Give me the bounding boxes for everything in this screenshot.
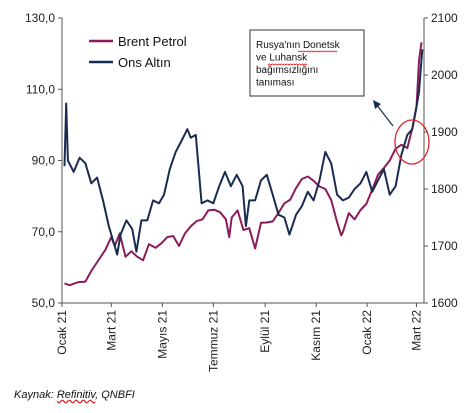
- y-left-tick-label: 50,0: [32, 296, 56, 310]
- legend-label: Ons Altın: [118, 55, 171, 70]
- annotation-word: Rusya'nın: [256, 40, 303, 51]
- source-prefix: Kaynak:: [14, 389, 57, 401]
- annotation: Rusya'nın Donetsk ve Luhanskbağımsızlığın…: [249, 29, 430, 165]
- spellcheck-squiggle: [267, 63, 308, 66]
- annotation-line: tanıması: [256, 78, 294, 89]
- series-line-brent: [64, 42, 423, 287]
- x-tick-label: Temmuz 21: [206, 310, 220, 372]
- x-tick-label: Eylül 21: [258, 310, 272, 353]
- series-layer: [63, 42, 424, 287]
- annotation-line: bağımsızlığını: [256, 65, 318, 76]
- legend: Brent Petrol Ons Altın: [89, 34, 187, 70]
- y-right-tick-label: 1900: [431, 125, 458, 139]
- annotation-arrow-line: [375, 103, 394, 127]
- spellcheck-squiggle: [297, 50, 338, 53]
- x-tick-label: Ocak 21: [55, 310, 69, 355]
- chart-axes: 50,0 70,0 90,0 110,0 130,0 1600 1700 1800 1900 20…: [25, 11, 458, 372]
- x-tick-label: Mart 22: [409, 310, 423, 351]
- y-left-tick-label: 130,0: [25, 11, 55, 25]
- source-provider: Refinitiv: [56, 389, 96, 401]
- y-right-tick-label: 2100: [431, 11, 458, 25]
- x-tick-label: Mayıs 21: [155, 310, 169, 359]
- annotation-word: Luhansk: [269, 53, 308, 64]
- annotation-word: ve: [256, 53, 269, 64]
- source-suffix: , QNBFI: [95, 389, 135, 401]
- y-left-tick-label: 70,0: [32, 225, 56, 239]
- x-tick-label: Ocak 22: [360, 310, 374, 355]
- highlight-circle: [394, 119, 430, 165]
- y-right-tick-label: 2000: [431, 68, 458, 82]
- y-right-tick-label: 1800: [431, 182, 458, 196]
- annotation-line: ve Luhansk: [256, 53, 308, 64]
- y-right-tick-label: 1700: [431, 239, 458, 253]
- y-left-tick-label: 110,0: [26, 82, 55, 96]
- x-tick-label: Mart 21: [104, 310, 118, 351]
- y-right-tick-label: 1600: [431, 296, 458, 310]
- y-left-tick-label: 90,0: [32, 154, 56, 168]
- annotation-word: tanıması: [256, 78, 294, 89]
- x-tick-label: Kasım 21: [309, 310, 323, 361]
- annotation-word: Donetsk: [303, 40, 341, 51]
- annotation-line: Rusya'nın Donetsk: [256, 40, 341, 51]
- annotation-box: [249, 29, 365, 97]
- annotation-arrow-head: [373, 100, 381, 109]
- source-note: Kaynak: Refinitiv, QNBFI: [14, 389, 135, 401]
- series-line-gold: [63, 49, 424, 256]
- legend-label: Brent Petrol: [118, 34, 187, 49]
- annotation-word: bağımsızlığını: [256, 65, 318, 76]
